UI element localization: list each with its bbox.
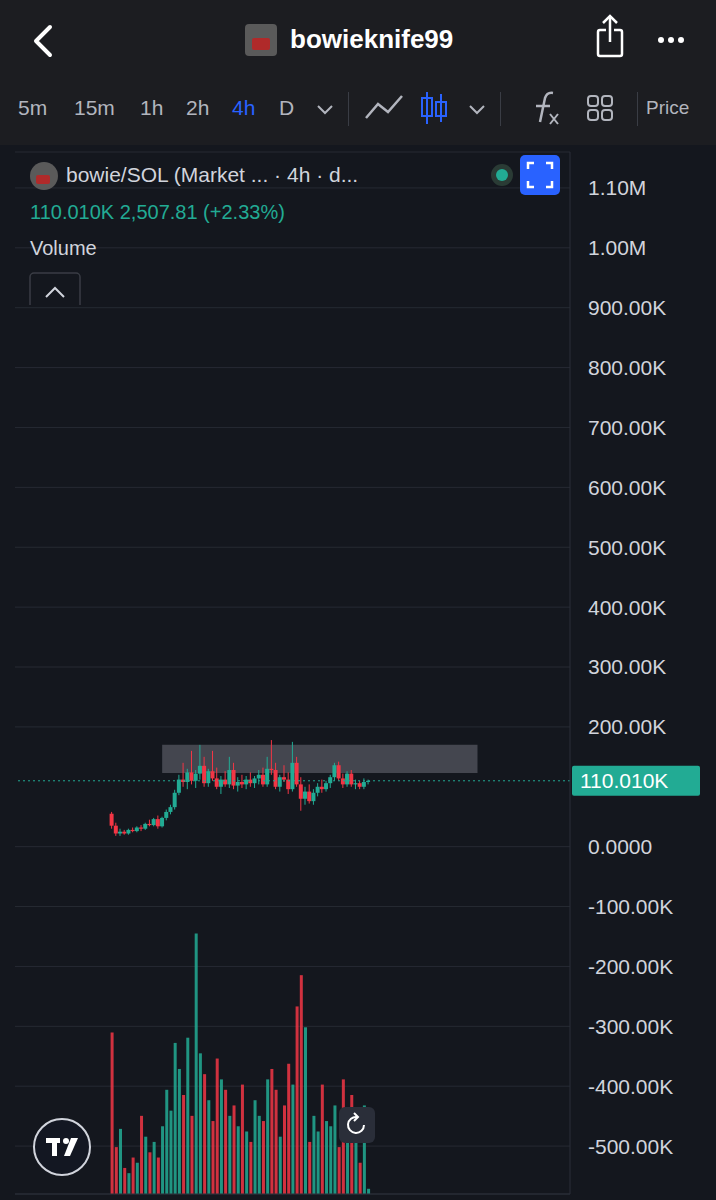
html-text:Volume: Volume — [30, 237, 97, 259]
svg-text:-400.00K: -400.00K — [588, 1075, 673, 1098]
html-text:D: D — [279, 96, 295, 119]
svg-text:400.00K: 400.00K — [588, 596, 666, 619]
html-text:bowie/SOL (Market ... · 4h · d: bowie/SOL (Market ... · 4h · d... — [66, 163, 359, 186]
html-text:bowieknife99: bowieknife99 — [290, 24, 454, 54]
svg-text:500.00K: 500.00K — [588, 536, 666, 559]
html-text:4h: 4h — [232, 96, 256, 119]
html-text:2h: 2h — [186, 96, 210, 119]
html-text:15m: 15m — [74, 96, 115, 119]
svg-text:800.00K: 800.00K — [588, 356, 666, 379]
html-text:110.010K 2,507.81 (+2.33%): 110.010K 2,507.81 (+2.33%) — [30, 201, 285, 223]
svg-text:0.0000: 0.0000 — [588, 835, 652, 858]
svg-text:1.00M: 1.00M — [588, 236, 646, 259]
svg-text:900.00K: 900.00K — [588, 296, 666, 319]
html-text:Price: Price — [646, 97, 690, 118]
svg-text:700.00K: 700.00K — [588, 416, 666, 439]
html-text:5m: 5m — [18, 96, 48, 119]
svg-text:110.010K: 110.010K — [580, 769, 668, 792]
svg-text:-100.00K: -100.00K — [588, 895, 673, 918]
svg-text:-200.00K: -200.00K — [588, 955, 673, 978]
svg-text:300.00K: 300.00K — [588, 655, 666, 678]
svg-text:600.00K: 600.00K — [588, 476, 666, 499]
html-text:1h: 1h — [140, 96, 164, 119]
svg-text:-300.00K: -300.00K — [588, 1015, 673, 1038]
svg-text:1.10M: 1.10M — [588, 176, 646, 199]
svg-text:200.00K: 200.00K — [588, 715, 666, 738]
svg-text:-500.00K: -500.00K — [588, 1135, 673, 1158]
